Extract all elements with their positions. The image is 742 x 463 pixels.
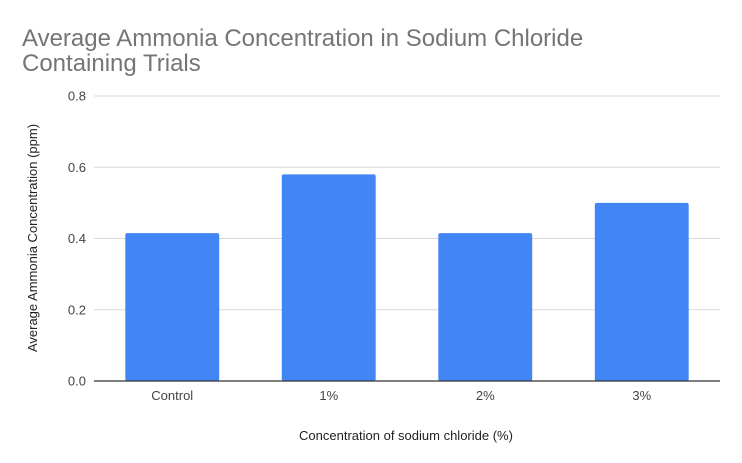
bar <box>438 233 533 381</box>
chart-title-line-2: Containing Trials <box>22 50 201 77</box>
y-tick-label: 0.0 <box>68 374 86 389</box>
y-axis-ticks: 0.0 0.2 0.4 0.6 0.8 <box>68 89 86 389</box>
bar <box>281 174 376 381</box>
x-axis-label: Concentration of sodium chloride (%) <box>299 428 513 443</box>
x-tick-label: Control <box>151 388 193 403</box>
y-tick-label: 0.2 <box>68 302 86 317</box>
x-tick-label: 1% <box>319 388 338 403</box>
y-tick-label: 0.6 <box>68 160 86 175</box>
y-tick-label: 0.4 <box>68 231 86 246</box>
x-axis-ticks: Control 1% 2% 3% <box>151 388 651 403</box>
y-tick-label: 0.8 <box>68 89 86 104</box>
bars <box>125 174 689 381</box>
bar <box>594 202 689 381</box>
bar <box>125 233 220 381</box>
chart-title: Average Ammonia Concentration in Sodium … <box>22 25 590 77</box>
chart-title-line-1: Average Ammonia Concentration in Sodium … <box>22 25 583 52</box>
x-tick-label: 3% <box>632 388 651 403</box>
x-tick-label: 2% <box>476 388 495 403</box>
y-axis-label: Average Ammonia Concentration (ppm) <box>25 124 40 352</box>
